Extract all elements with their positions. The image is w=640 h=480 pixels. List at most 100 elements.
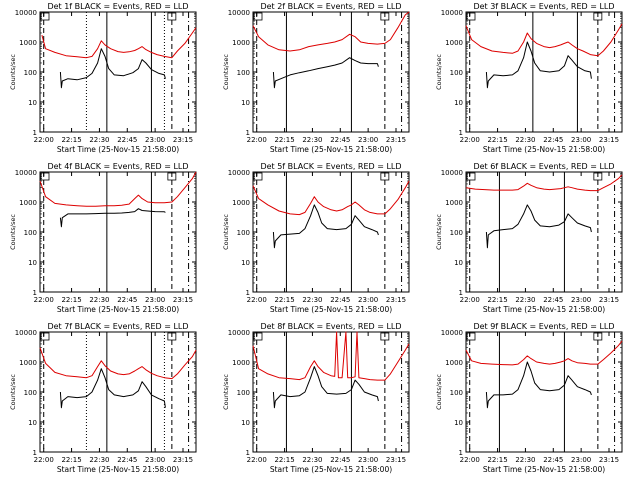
x-tick-label: 22:15 <box>274 296 294 304</box>
y-tick-label: 100 <box>237 229 250 237</box>
events-rate-line <box>272 57 379 89</box>
x-tick-label: 22:00 <box>34 456 54 464</box>
y-axis-label: Counts/sec <box>222 54 230 90</box>
x-tick-label: 22:00 <box>247 456 267 464</box>
plot-frame <box>252 171 410 293</box>
state-box-marker <box>380 12 390 21</box>
x-tick-label: 23:00 <box>358 456 378 464</box>
x-tick-label: 23:15 <box>173 136 193 144</box>
state-box-marker <box>253 172 263 181</box>
chart-panel-4: Det 4f BLACK = Events, RED = LLD 1 10 100 10… <box>9 162 197 314</box>
x-tick-label: 23:00 <box>571 456 591 464</box>
events-rate-line <box>59 368 166 409</box>
y-axis-label: Counts/sec <box>222 374 230 410</box>
y-tick-label: 1000 <box>232 199 250 207</box>
events-rate-line <box>59 48 166 89</box>
x-tick-label: 23:15 <box>599 136 619 144</box>
events-rate-line <box>272 204 379 249</box>
x-tick-label: 22:30 <box>302 136 322 144</box>
state-box-marker <box>466 332 476 341</box>
y-tick-label: 100 <box>237 69 250 77</box>
panel-title: Det 4f BLACK = Events, RED = LLD <box>47 162 188 171</box>
y-tick-label: 10 <box>28 419 37 427</box>
lld-rate-line <box>41 27 197 59</box>
y-tick-label: 10000 <box>441 169 463 177</box>
lld-rate-line <box>39 171 197 207</box>
y-tick-label: 1 <box>246 129 250 137</box>
x-tick-label: 22:45 <box>543 136 563 144</box>
x-tick-label: 22:15 <box>487 456 507 464</box>
plot-frame <box>252 11 410 133</box>
y-tick-label: 10 <box>241 419 250 427</box>
x-tick-label: 22:00 <box>460 456 480 464</box>
y-axis-label: Counts/sec <box>435 214 443 250</box>
lld-rate-line <box>252 180 410 216</box>
x-axis-label: Start Time (25-Nov-15 21:58:00) <box>57 465 179 474</box>
x-tick-label: 22:15 <box>487 136 507 144</box>
x-axis-label: Start Time (25-Nov-15 21:58:00) <box>270 145 392 154</box>
y-axis-label: Counts/sec <box>435 54 443 90</box>
y-tick-label: 1000 <box>445 199 463 207</box>
y-tick-label: 100 <box>24 69 37 77</box>
x-tick-label: 23:15 <box>386 296 406 304</box>
chart-panel-2: Det 2f BLACK = Events, RED = LLD 1 10 100 10… <box>222 2 410 154</box>
x-tick-label: 22:00 <box>247 296 267 304</box>
plot-frame <box>465 331 623 453</box>
chart-panel-1: Det 1f BLACK = Events, RED = LLD 1 10 100 10… <box>9 2 197 154</box>
y-tick-label: 10 <box>241 259 250 267</box>
y-tick-label: 10000 <box>441 9 463 17</box>
state-box-marker <box>593 12 603 21</box>
y-axis-label: Counts/sec <box>222 214 230 250</box>
y-tick-label: 10000 <box>15 9 37 17</box>
x-axis-label: Start Time (25-Nov-15 21:58:00) <box>57 305 179 314</box>
y-tick-label: 10 <box>28 99 37 107</box>
lld-rate-line <box>465 340 623 366</box>
y-axis-label: Counts/sec <box>9 54 17 90</box>
state-box-marker <box>40 12 50 21</box>
x-axis-label: Start Time (25-Nov-15 21:58:00) <box>483 145 605 154</box>
x-tick-label: 23:00 <box>571 136 591 144</box>
lld-rate-line <box>252 331 410 381</box>
y-tick-label: 1 <box>246 449 250 457</box>
events-rate-line <box>272 366 379 409</box>
x-tick-label: 23:00 <box>145 136 165 144</box>
x-tick-label: 22:30 <box>89 296 109 304</box>
chart-panel-7: Det 7f BLACK = Events, RED = LLD 1 10 100 10… <box>9 322 197 474</box>
x-tick-label: 22:00 <box>247 136 267 144</box>
state-box-marker <box>593 332 603 341</box>
x-tick-label: 23:00 <box>571 296 591 304</box>
y-tick-label: 1 <box>33 129 37 137</box>
state-box-marker <box>380 332 390 341</box>
y-tick-label: 10000 <box>441 329 463 337</box>
panel-title: Det 7f BLACK = Events, RED = LLD <box>47 322 188 331</box>
x-tick-label: 23:00 <box>145 296 165 304</box>
y-tick-label: 10 <box>454 419 463 427</box>
x-tick-label: 22:00 <box>460 296 480 304</box>
state-box-marker <box>466 172 476 181</box>
y-tick-label: 10 <box>241 99 250 107</box>
panel-title: Det 2f BLACK = Events, RED = LLD <box>260 2 401 11</box>
state-box-marker <box>40 172 50 181</box>
y-axis-label: Counts/sec <box>9 374 17 410</box>
x-tick-label: 22:00 <box>34 296 54 304</box>
x-tick-label: 23:00 <box>358 296 378 304</box>
y-tick-label: 10000 <box>228 329 250 337</box>
x-axis-label: Start Time (25-Nov-15 21:58:00) <box>57 145 179 154</box>
state-box-marker <box>380 172 390 181</box>
x-tick-label: 23:00 <box>145 456 165 464</box>
x-tick-label: 22:30 <box>89 136 109 144</box>
y-tick-label: 100 <box>450 69 463 77</box>
state-box-marker <box>167 12 177 21</box>
plot-frame <box>465 11 623 133</box>
state-box-marker <box>167 172 177 181</box>
y-tick-label: 1000 <box>19 359 37 367</box>
x-tick-label: 22:15 <box>274 136 294 144</box>
x-tick-label: 23:15 <box>599 456 619 464</box>
y-tick-label: 1 <box>33 289 37 297</box>
x-tick-label: 23:15 <box>386 136 406 144</box>
panel-title: Det 3f BLACK = Events, RED = LLD <box>473 2 614 11</box>
x-tick-label: 22:15 <box>61 136 81 144</box>
y-tick-label: 100 <box>24 389 37 397</box>
x-tick-label: 22:30 <box>302 456 322 464</box>
